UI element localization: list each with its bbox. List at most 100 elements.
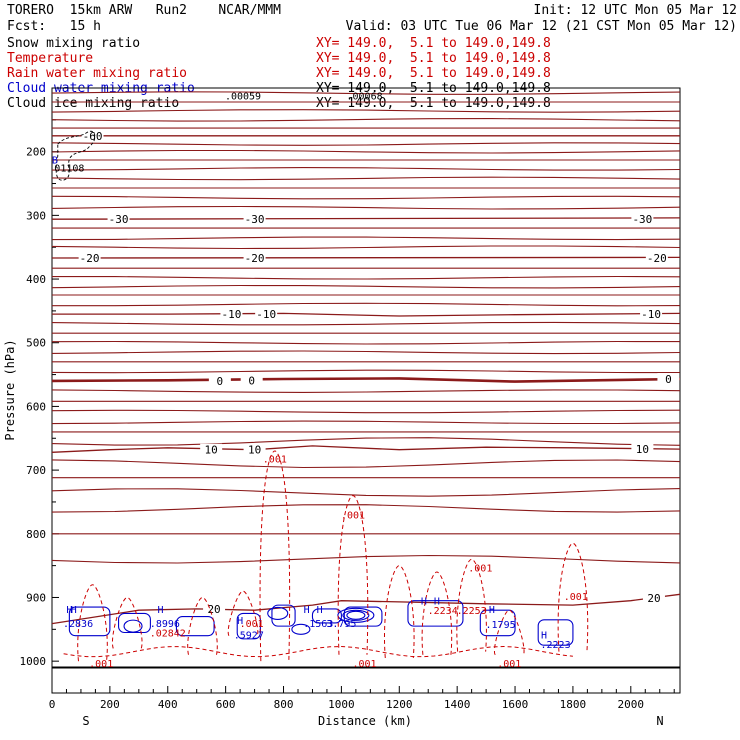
rain-water-contour	[456, 558, 487, 652]
high-marker: H	[66, 605, 72, 616]
isotherm-line	[51, 176, 681, 181]
high-marker: H	[158, 605, 164, 616]
y-tick-label: 500	[26, 337, 46, 350]
isotherm-label-bg	[631, 443, 654, 455]
rain-label: .001	[353, 659, 377, 670]
isotherm-line	[51, 149, 681, 154]
high-marker: H	[304, 605, 310, 616]
isotherm-label: -10	[221, 308, 241, 321]
cloud-water-contour	[479, 609, 516, 637]
isotherm-label-bg	[631, 213, 654, 225]
rain-water-envelope	[63, 645, 573, 658]
isotherm-label-bg	[645, 252, 668, 264]
rain-label: .02842	[150, 629, 186, 640]
isotherm-label-bg	[255, 308, 278, 320]
isotherm--20	[51, 256, 681, 259]
isotherm-line	[51, 109, 681, 113]
isotherm-0	[51, 377, 681, 383]
south-label: S	[82, 714, 89, 728]
isotherm-10	[51, 445, 681, 453]
cloud-water-core	[337, 607, 375, 623]
model-line: TORERO 15km ARW Run2 NCAR/MMM	[7, 3, 281, 18]
rain-label: .2234	[428, 606, 458, 617]
rain-water-contour	[384, 565, 415, 659]
cloud-water-label: .2836	[63, 619, 93, 630]
cloud-water-core	[123, 619, 143, 633]
cloud-water-contour	[175, 616, 215, 637]
isotherm-label-bg	[657, 373, 680, 385]
cloud-water-core	[291, 623, 311, 635]
cloud-ice-contour	[55, 130, 96, 181]
isotherm-line	[51, 195, 681, 200]
rain-label: .001	[263, 455, 287, 466]
isotherm-line	[51, 504, 681, 513]
x-tick-label: 1000	[328, 698, 355, 711]
upper-label: .00059	[225, 92, 261, 103]
cloud-water-contour	[68, 606, 111, 637]
field-cloud-ice-xy: XY= 149.0, 5.1 to 149.0,149.8	[316, 96, 551, 111]
fcst-line: Fcst: 15 h	[7, 19, 101, 34]
cloud-water-core	[342, 609, 370, 621]
isotherm-line	[52, 302, 681, 307]
isotherm-line	[51, 284, 681, 289]
cloud-water-contour	[537, 619, 574, 646]
isotherm-line	[51, 118, 681, 122]
x-tick-label: 0	[49, 698, 56, 711]
isotherm-line	[51, 236, 681, 241]
isotherm--30	[51, 217, 681, 220]
cloud-water-label: 3.795	[326, 619, 356, 630]
isotherm-label: -10	[641, 308, 661, 321]
field-rain-name: Rain water mixing ratio	[7, 66, 188, 81]
isotherm-line	[51, 245, 681, 250]
isotherm-label-bg	[642, 592, 665, 604]
rain-water-contour	[493, 609, 525, 656]
cloud-water-contour	[407, 600, 464, 627]
isotherm-line	[51, 167, 681, 171]
cloud-water-label: .1795	[486, 620, 516, 631]
x-tick-label: 2000	[618, 698, 645, 711]
rain-water-contour	[421, 571, 453, 655]
y-tick-label: 200	[26, 146, 46, 159]
x-tick-label: 1200	[386, 698, 413, 711]
isotherm-label: 10	[248, 444, 261, 457]
isotherm-label: 0	[217, 375, 224, 388]
cloud-water-core	[346, 610, 366, 620]
isotherm-label-bg	[243, 443, 266, 455]
isotherm-label: 20	[207, 603, 220, 616]
y-axis-label: Pressure (hPa)	[3, 339, 17, 440]
high-marker: H	[421, 597, 427, 608]
isotherm-label-bg	[208, 374, 231, 386]
isotherm-label: 20	[647, 592, 660, 605]
isotherm-label: 0	[248, 374, 255, 387]
isotherm-label-bg	[200, 443, 223, 455]
isotherm-line	[51, 420, 681, 425]
north-label: N	[656, 714, 663, 728]
rain-label: .2253	[457, 606, 487, 617]
rain-water-contour	[77, 584, 108, 662]
isotherm-line	[51, 389, 681, 393]
init-line: Init: 12 UTC Mon 05 Mar 12	[533, 3, 738, 18]
isotherm-label: -30	[109, 213, 129, 226]
rain-water-contour	[227, 590, 259, 637]
isotherm-line	[51, 437, 681, 446]
high-marker: B	[52, 155, 58, 166]
isotherm-line	[51, 409, 681, 414]
y-tick-label: 800	[26, 528, 46, 541]
rain-label: .001	[497, 659, 521, 670]
high-marker: H	[489, 605, 495, 616]
y-tick-label: 300	[26, 209, 46, 222]
isotherm-label-bg	[243, 213, 266, 225]
cloud-water-contour	[271, 604, 296, 627]
isotherm-label-bg	[107, 213, 130, 225]
isotherm-label: -30	[245, 213, 265, 226]
cloud-water-contour	[236, 612, 261, 640]
y-tick-label: 400	[26, 273, 46, 286]
isotherm-line	[51, 321, 681, 326]
isotherm-label-bg	[203, 602, 226, 614]
isotherm-label-bg	[220, 308, 243, 320]
rain-water-contour	[187, 596, 218, 655]
isotherm-label: -20	[647, 252, 667, 265]
isotherm-line	[51, 488, 681, 497]
isotherm-label-bg	[240, 374, 263, 386]
